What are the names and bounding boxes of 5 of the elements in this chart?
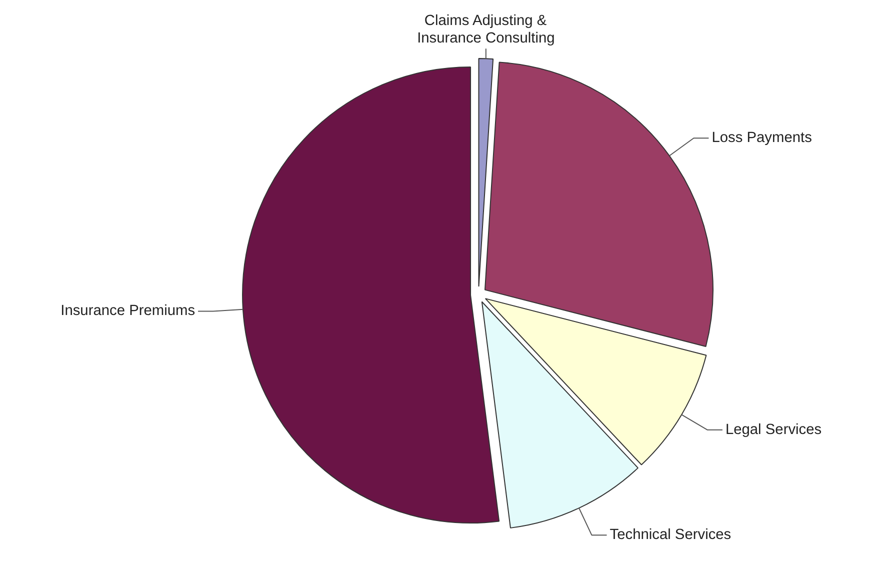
slice-label: Claims Adjusting & Insurance Consulting xyxy=(417,13,555,47)
slice-label: Loss Payments xyxy=(712,130,812,146)
slice-label: Legal Services xyxy=(725,422,822,438)
slice-label: Technical Services xyxy=(610,527,732,544)
slice-label: Insurance Premiums xyxy=(60,303,196,320)
